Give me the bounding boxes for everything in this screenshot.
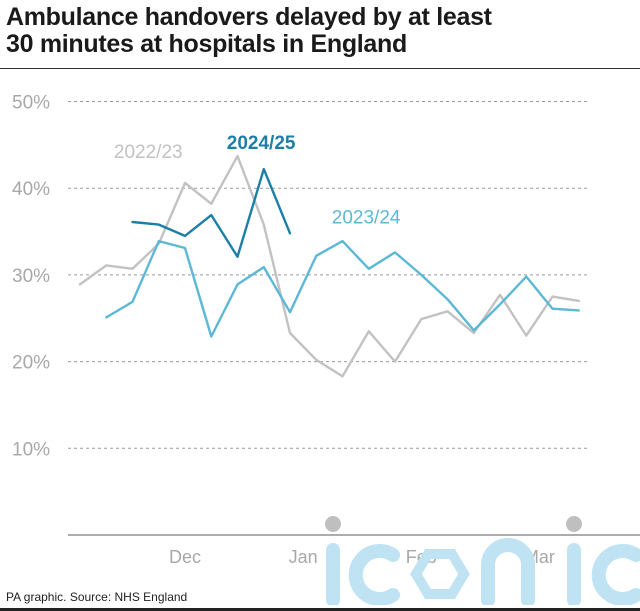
x-tick-label-dec: Dec xyxy=(169,547,201,567)
series-line-2023-24 xyxy=(105,239,580,338)
y-tick-label-10: 10% xyxy=(12,439,50,460)
bottom-divider xyxy=(0,608,640,611)
series-label-2024-25: 2024/25 xyxy=(227,133,296,154)
chart-title-line-1: Ambulance handovers delayed by at least xyxy=(6,3,492,31)
series-line-2022-23 xyxy=(78,154,580,378)
series-label-2022-23: 2022/23 xyxy=(114,142,183,163)
y-tick-label-50: 50% xyxy=(12,93,50,114)
x-tick-label-jan: Jan xyxy=(289,547,318,567)
y-tick-label-30: 30% xyxy=(12,266,50,287)
series-line-2024-25 xyxy=(131,167,292,258)
source-note: PA graphic. Source: NHS England xyxy=(6,590,188,604)
series-label-2023-24: 2023/24 xyxy=(332,208,401,229)
title-divider xyxy=(0,68,640,69)
y-tick-label-40: 40% xyxy=(12,179,50,200)
chart-title-line-2: 30 minutes at hospitals in England xyxy=(6,30,407,58)
chart-title: Ambulance handovers delayed by at least … xyxy=(6,4,636,58)
x-tick-label-feb: Feb xyxy=(406,547,437,567)
x-tick-label-mar: Mar xyxy=(524,547,555,567)
y-tick-label-20: 20% xyxy=(12,353,50,374)
